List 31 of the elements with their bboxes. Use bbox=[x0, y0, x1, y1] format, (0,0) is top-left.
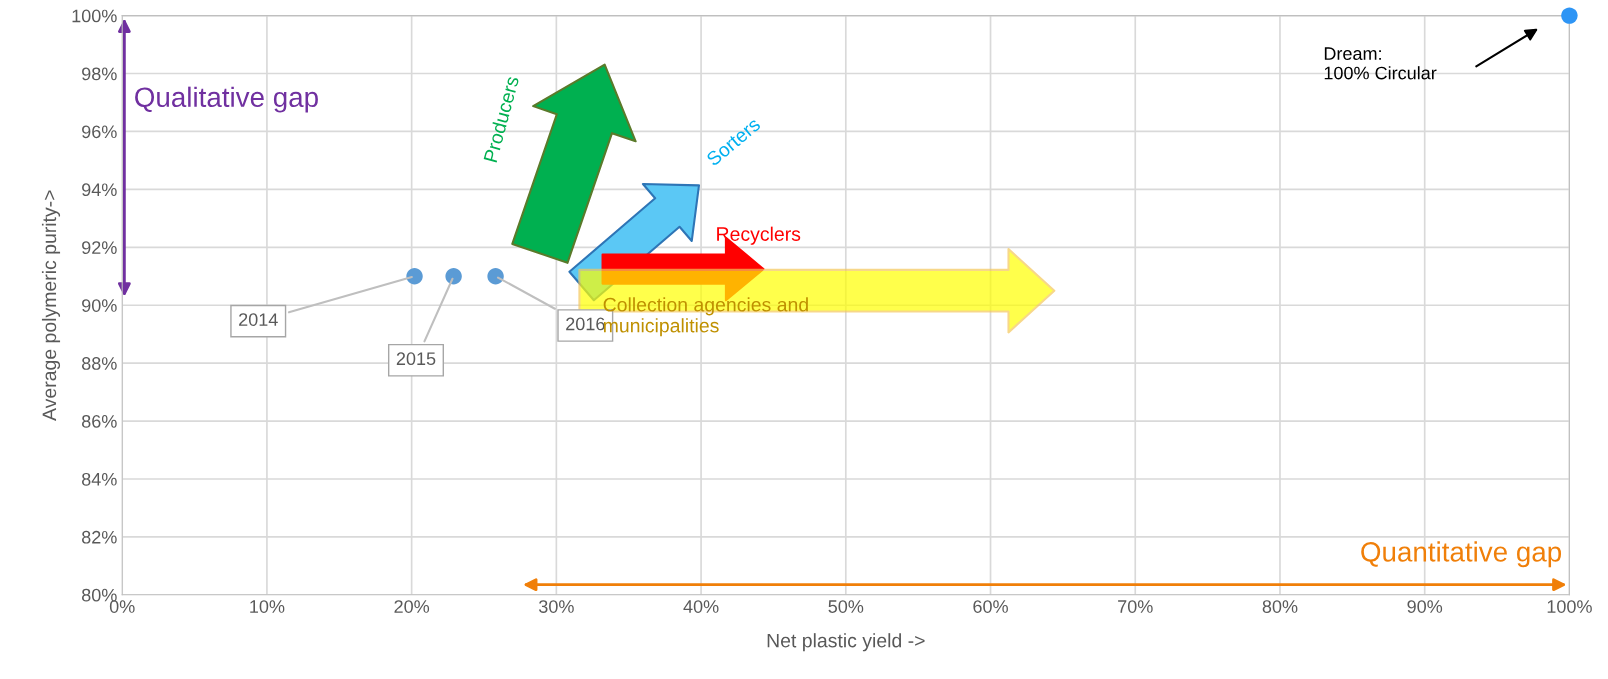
x-tick-label: 0% bbox=[109, 600, 135, 613]
annotation: 2014 bbox=[239, 313, 278, 326]
x-tick-label: 90% bbox=[1407, 600, 1443, 613]
x-tick-label: 80% bbox=[1262, 600, 1298, 613]
x-tick-label: 70% bbox=[1118, 600, 1153, 613]
y-tick-label: 90% bbox=[82, 299, 117, 312]
x-tick-label: 30% bbox=[538, 600, 574, 613]
y-tick-label: 94% bbox=[82, 183, 117, 197]
y-tick-label: 84% bbox=[81, 472, 117, 486]
y-tick-label: 82% bbox=[81, 530, 117, 544]
x-tick-label: 20% bbox=[394, 600, 430, 613]
annotation: Qualitative gap bbox=[135, 86, 318, 113]
annotation: 2016 bbox=[566, 317, 605, 331]
y-tick-label: 80% bbox=[81, 588, 117, 602]
y-tick-label: 100% bbox=[72, 9, 117, 23]
x-axis-title: Net plastic yield -> bbox=[767, 633, 925, 652]
x-tick-label: 100% bbox=[1547, 600, 1592, 613]
y-tick-label: 92% bbox=[82, 241, 117, 255]
annotation: Dream: 100% Circular bbox=[1324, 47, 1437, 80]
x-tick-label: 60% bbox=[973, 600, 1008, 613]
y-tick-label: 88% bbox=[81, 357, 117, 370]
x-tick-label: 10% bbox=[250, 600, 285, 613]
y-tick-label: 98% bbox=[82, 67, 117, 81]
y-tick-label: 86% bbox=[81, 414, 117, 428]
y-tick-label: 96% bbox=[82, 125, 117, 139]
x-tick-label: 50% bbox=[828, 600, 864, 613]
x-tick-label: 40% bbox=[683, 600, 719, 613]
annotation: Recyclers bbox=[717, 226, 801, 245]
annotation: 2015 bbox=[396, 352, 436, 366]
y-axis-title: Average polymeric purity-> bbox=[41, 190, 61, 421]
annotation: Quantitative gap bbox=[1361, 541, 1562, 568]
